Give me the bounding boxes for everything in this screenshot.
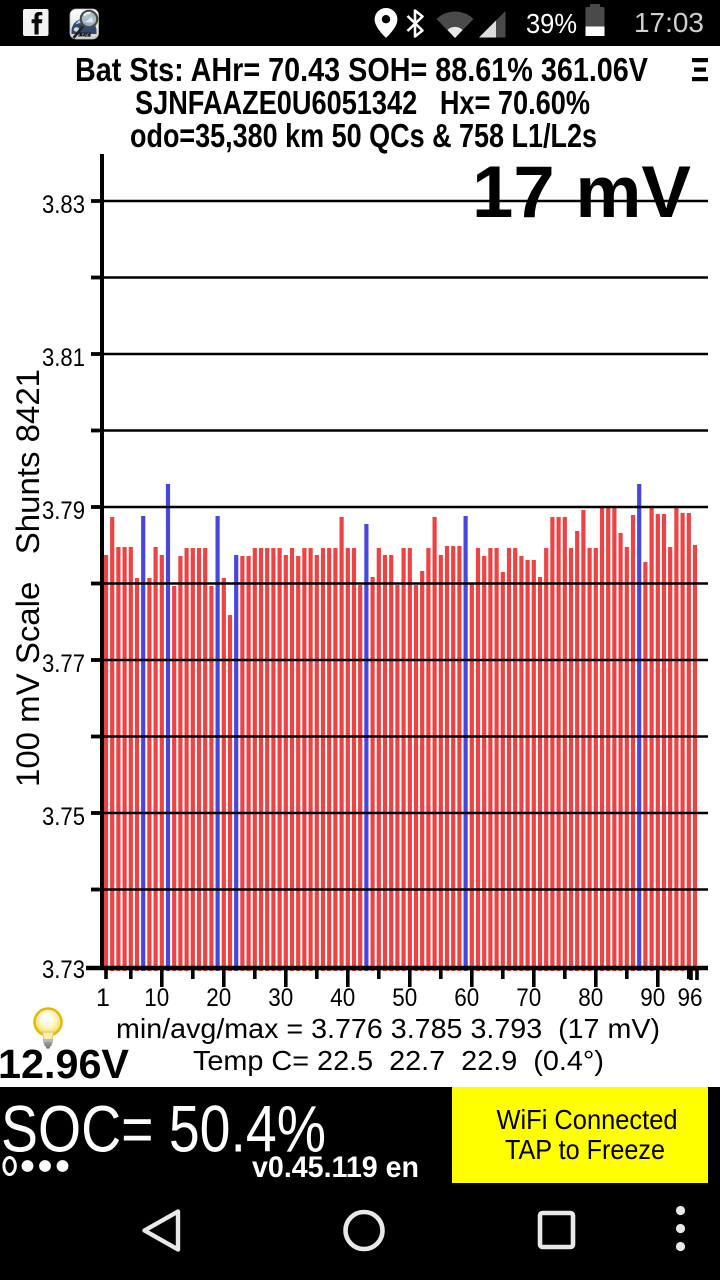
svg-text:Temp C= 22.5 22.7 22.9 (0.4: Temp C= 22.5 22.7 22.9 (0.4°) (193, 1045, 604, 1076)
svg-text:80: 80 (578, 984, 603, 1012)
svg-text:v0.45.119 en: v0.45.119 en (252, 1151, 419, 1184)
svg-text:96: 96 (678, 984, 703, 1012)
svg-text:odo=35,380 km 50 QCs & 758 L1/: odo=35,380 km 50 QCs & 758 L1/L2s (130, 117, 597, 154)
svg-text:100 mV Scale Shunts 8421: 100 mV Scale Shunts 8421 (10, 369, 46, 787)
svg-text:20: 20 (206, 984, 231, 1012)
svg-text:3.83: 3.83 (42, 191, 85, 219)
svg-text:LEAF: LEAF (79, 32, 90, 37)
svg-text:Bat Sts: AHr= 70.43 SOH= 88.61: Bat Sts: AHr= 70.43 SOH= 88.61% 361.06V (75, 51, 648, 88)
svg-text:17 mV: 17 mV (472, 152, 691, 233)
svg-text:70: 70 (516, 984, 541, 1012)
svg-text:30: 30 (268, 984, 293, 1012)
svg-text:3.75: 3.75 (42, 803, 85, 831)
svg-text:WiFi Connected: WiFi Connected (497, 1104, 678, 1135)
svg-text:TAP to Freeze: TAP to Freeze (505, 1134, 665, 1165)
svg-text:3.73: 3.73 (42, 956, 85, 984)
svg-text:3.81: 3.81 (42, 344, 85, 372)
svg-text:3.77: 3.77 (42, 650, 85, 678)
svg-text:90: 90 (640, 984, 665, 1012)
svg-text:10: 10 (144, 984, 169, 1012)
svg-text:3.79: 3.79 (42, 497, 85, 525)
svg-text:min/avg/max = 3.776 3.785 3.79: min/avg/max = 3.776 3.785 3.793 (17 mV) (116, 1013, 660, 1044)
svg-text:17:03: 17:03 (634, 7, 704, 38)
svg-text:12.96V: 12.96V (0, 1041, 130, 1087)
svg-text:39%: 39% (526, 8, 577, 39)
svg-text:SJNFAAZE0U6051342 Hx= 70.60%: SJNFAAZE0U6051342 Hx= 70.60% (135, 84, 590, 121)
svg-text:1: 1 (96, 984, 110, 1012)
svg-text:60: 60 (454, 984, 479, 1012)
svg-text:40: 40 (330, 984, 355, 1012)
svg-text:50: 50 (392, 984, 417, 1012)
svg-text:SOC= 50.4%: SOC= 50.4% (1, 1092, 326, 1166)
